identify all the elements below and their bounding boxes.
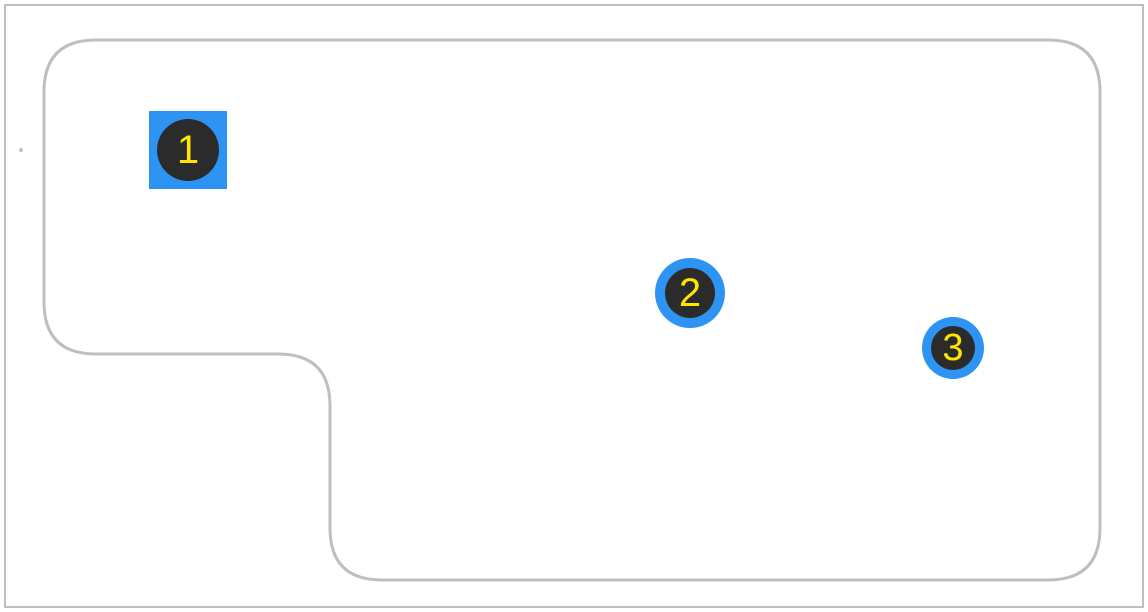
origin-marker <box>19 148 23 152</box>
pad-1: 1 <box>149 111 227 189</box>
pad-2: 2 <box>655 258 725 328</box>
pad-2-number: 2 <box>679 271 701 316</box>
pad-3-number: 3 <box>942 327 963 370</box>
pad-3: 3 <box>922 317 984 379</box>
component-outline <box>0 0 1148 612</box>
pad-1-number: 1 <box>177 128 199 173</box>
footprint-canvas: 1 2 3 <box>0 0 1148 612</box>
